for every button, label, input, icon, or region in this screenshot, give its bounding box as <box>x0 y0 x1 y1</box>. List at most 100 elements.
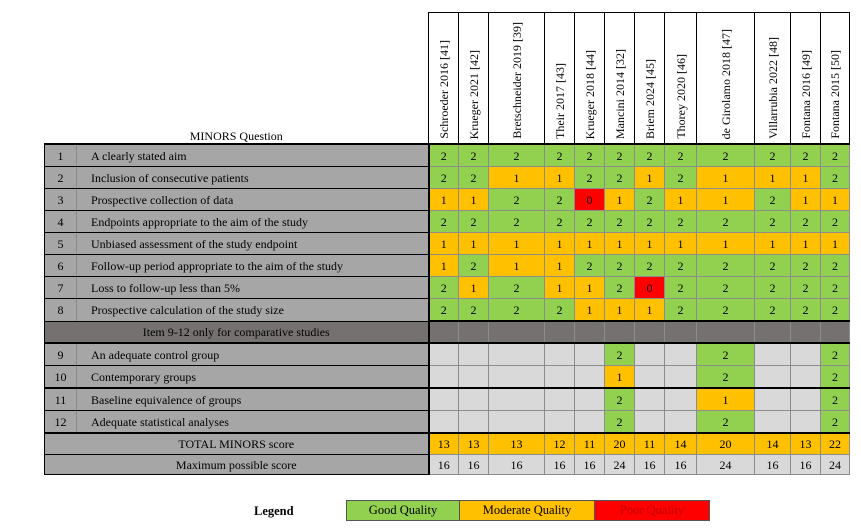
total-score-cell: 13 <box>458 432 489 455</box>
study-name: Schroeder 2016 [41] <box>436 40 451 139</box>
question-row: 8 Prospective calculation of the study si… <box>44 298 850 322</box>
score-cell <box>428 342 459 366</box>
max-score-cell: 24 <box>820 454 850 475</box>
question-row: 3 Prospective collection of data 1 1 2 2 0 1 2 1 1… <box>44 188 850 211</box>
score-cell: 2 <box>634 188 665 211</box>
score-cell: 2 <box>820 166 850 189</box>
score-cell: 2 <box>544 210 575 233</box>
question-number: 6 <box>44 254 77 277</box>
score-cell: 2 <box>428 210 459 233</box>
study-header: Briem 2024 [45] <box>634 12 665 144</box>
study-header: Villarrubia 2022 [48] <box>754 12 791 144</box>
question-number: 7 <box>44 276 77 299</box>
legend-poor-quality: Poor Quality <box>594 500 710 521</box>
score-cell: 0 <box>634 276 665 299</box>
study-name: Their 2017 [43] <box>552 63 567 139</box>
score-cell <box>544 365 575 389</box>
max-score-row: Maximum possible score 16 16 16 16 16 24 16 16 24… <box>44 454 850 475</box>
score-cell: 2 <box>544 298 575 322</box>
total-label: TOTAL MINORS score <box>44 432 430 455</box>
score-cell: 2 <box>604 166 635 189</box>
study-name: Fontana 2016 [49] <box>798 50 813 139</box>
score-cell: 1 <box>634 232 665 255</box>
score-cell <box>574 387 605 411</box>
score-cell: 1 <box>604 188 635 211</box>
question-row: 7 Loss to follow-up less than 5% 2 1 2 1 1 2 0 2 2… <box>44 276 850 299</box>
score-cell: 1 <box>458 276 489 299</box>
score-cell: 2 <box>458 298 489 322</box>
score-cell: 1 <box>604 232 635 255</box>
study-name: Bretschneider 2019 [39] <box>509 22 524 139</box>
score-cell: 2 <box>574 254 605 277</box>
section-cell <box>696 320 755 344</box>
max-score-cell: 16 <box>634 454 665 475</box>
score-cell <box>790 410 821 434</box>
max-score-cell: 16 <box>790 454 821 475</box>
study-header: Their 2017 [43] <box>544 12 575 144</box>
score-cell: 2 <box>488 298 545 322</box>
study-header: de Girolamo 2018 [47] <box>696 12 755 144</box>
score-cell: 2 <box>428 298 459 322</box>
total-score-cell: 11 <box>574 432 605 455</box>
score-cell: 2 <box>790 254 821 277</box>
question-text: Inclusion of consecutive patients <box>76 166 430 189</box>
score-cell: 2 <box>604 387 635 411</box>
header-row: MINORS Question Schroeder 2016 [41] Krueg… <box>45 12 850 144</box>
score-cell <box>634 342 665 366</box>
score-cell: 1 <box>458 188 489 211</box>
score-cell <box>544 410 575 434</box>
score-cell: 2 <box>604 410 635 434</box>
section-cell <box>664 320 697 344</box>
question-text: Prospective calculation of the study siz… <box>76 298 430 322</box>
question-number: 9 <box>44 342 77 366</box>
minors-quality-table: MINORS Question Schroeder 2016 [41] Krueg… <box>44 12 850 475</box>
question-row: 9 An adequate control group 2 2 2 <box>44 342 850 366</box>
score-cell: 0 <box>574 188 605 211</box>
section-cell <box>754 320 791 344</box>
score-cell: 2 <box>428 143 459 167</box>
score-cell: 1 <box>488 232 545 255</box>
max-score-cell: 16 <box>544 454 575 475</box>
section-cell <box>820 320 850 344</box>
score-cell: 2 <box>458 143 489 167</box>
score-cell: 2 <box>488 143 545 167</box>
question-text: A clearly stated aim <box>76 143 430 167</box>
score-cell: 1 <box>754 166 791 189</box>
score-cell: 2 <box>696 276 755 299</box>
score-cell: 2 <box>820 410 850 434</box>
score-cell <box>664 342 697 366</box>
total-score-cell: 13 <box>428 432 459 455</box>
section-cell <box>604 320 635 344</box>
question-text: Baseline equivalence of groups <box>76 387 430 411</box>
score-cell: 2 <box>696 365 755 389</box>
study-name: Krueger 2018 [44] <box>582 49 597 139</box>
question-row: 12 Adequate statistical analyses 2 2 2 <box>44 410 850 434</box>
score-cell <box>664 387 697 411</box>
score-cell: 2 <box>696 143 755 167</box>
score-cell: 1 <box>696 387 755 411</box>
comparative-section-label: Item 9-12 only for comparative studies <box>44 320 430 344</box>
score-cell: 2 <box>820 210 850 233</box>
score-cell <box>458 365 489 389</box>
question-row: 4 Endpoints appropriate to the aim of the… <box>44 210 850 233</box>
score-cell: 1 <box>428 232 459 255</box>
max-score-cell: 16 <box>754 454 791 475</box>
total-score-cell: 12 <box>544 432 575 455</box>
score-cell: 2 <box>820 365 850 389</box>
total-score-cell: 20 <box>604 432 635 455</box>
score-cell <box>664 410 697 434</box>
study-name: Villarrubia 2022 [48] <box>765 37 780 139</box>
score-cell <box>544 342 575 366</box>
max-score-label: Maximum possible score <box>44 454 430 475</box>
score-cell: 1 <box>544 166 575 189</box>
max-score-cell: 16 <box>428 454 459 475</box>
max-score-cell: 24 <box>696 454 755 475</box>
question-number: 1 <box>44 143 77 167</box>
question-row: 11 Baseline equivalence of groups 2 1 2 <box>44 387 850 411</box>
score-cell: 1 <box>634 298 665 322</box>
question-text: Unbiased assessment of the study endpoin… <box>76 232 430 255</box>
score-cell: 2 <box>820 254 850 277</box>
score-cell <box>544 387 575 411</box>
question-number: 12 <box>44 410 77 434</box>
total-row: TOTAL MINORS score 13 13 13 12 11 20 11 14 20 14 13… <box>44 432 850 455</box>
